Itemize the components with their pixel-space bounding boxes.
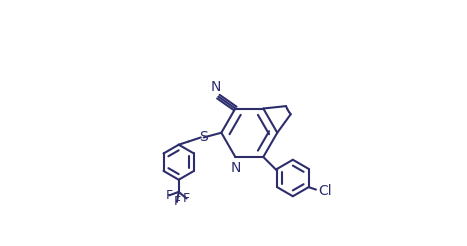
Text: N: N xyxy=(211,80,221,94)
Text: S: S xyxy=(199,130,208,144)
Text: N: N xyxy=(230,161,241,175)
Text: Cl: Cl xyxy=(318,184,332,198)
Text: F: F xyxy=(183,192,190,205)
Text: F: F xyxy=(173,196,181,208)
Text: F: F xyxy=(166,189,173,202)
